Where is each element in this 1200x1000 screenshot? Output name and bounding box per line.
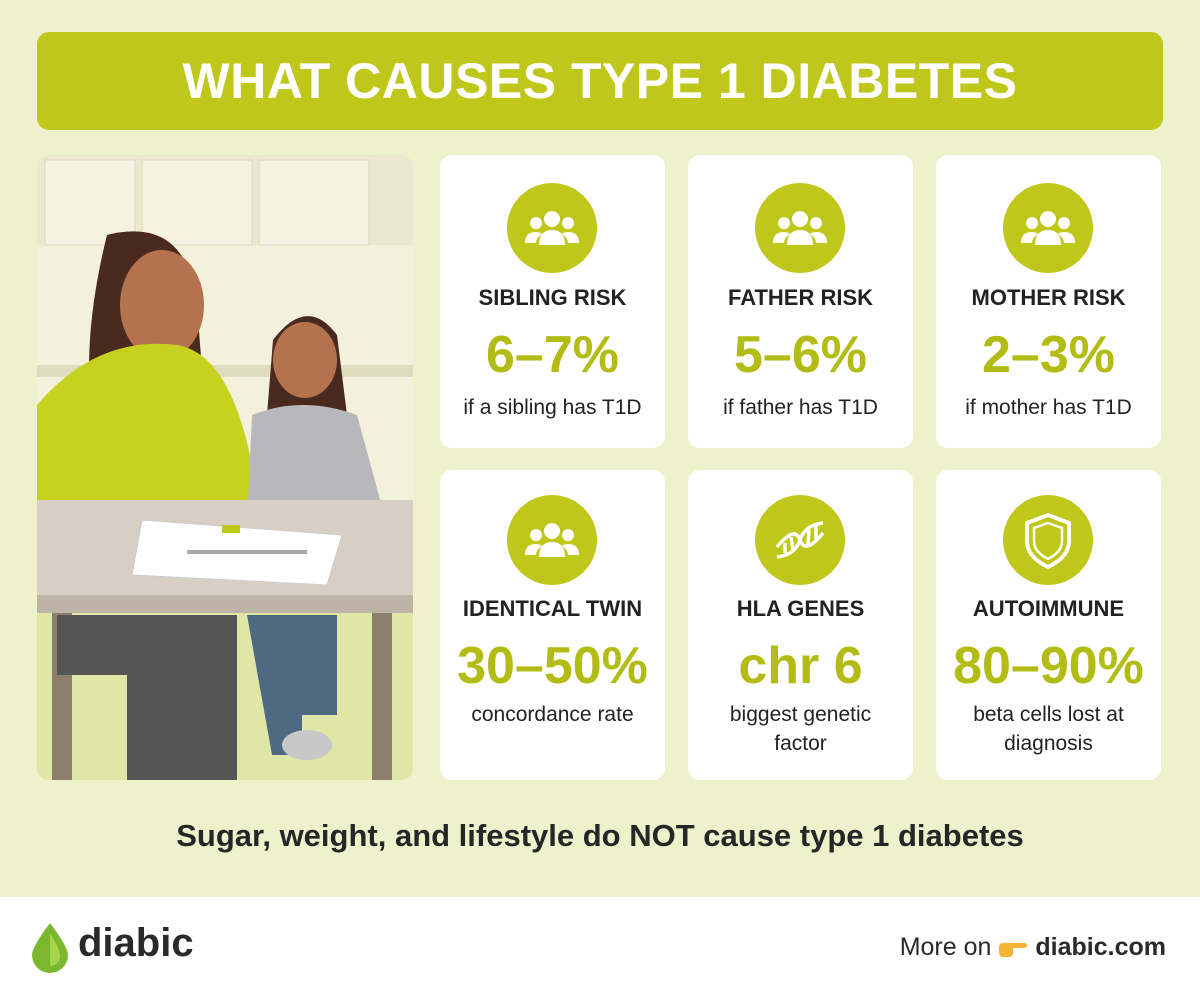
card: HLA GENES chr 6 biggest genetic factor bbox=[688, 470, 913, 780]
people-icon bbox=[1003, 183, 1093, 273]
more-link[interactable]: More on diabic.com bbox=[900, 933, 1166, 962]
card-label: FATHER RISK bbox=[727, 285, 874, 310]
card-stat: chr 6 bbox=[738, 637, 863, 695]
shield-icon bbox=[1003, 495, 1093, 585]
card-stat: 6–7% bbox=[486, 326, 619, 384]
card-stat: 30–50% bbox=[457, 637, 648, 695]
card: SIBLING RISK 6–7% if a sibling has T1D bbox=[440, 155, 665, 448]
card-stat: 2–3% bbox=[982, 326, 1115, 384]
card-stat: 5–6% bbox=[734, 326, 867, 384]
card-label: AUTOIMMUNE bbox=[972, 596, 1125, 621]
card: FATHER RISK 5–6% if father has T1D bbox=[688, 155, 913, 448]
people-icon bbox=[755, 183, 845, 273]
card-label: SIBLING RISK bbox=[478, 285, 627, 310]
illustration bbox=[37, 155, 413, 780]
title: WHAT CAUSES TYPE 1 DIABETES bbox=[37, 32, 1163, 130]
card-note: if father has T1D bbox=[723, 396, 878, 419]
brand-name: diabic bbox=[78, 921, 194, 965]
card-label: IDENTICAL TWIN bbox=[462, 596, 643, 621]
card-label: HLA GENES bbox=[736, 596, 865, 621]
people-icon bbox=[507, 183, 597, 273]
card-note: if mother has T1D bbox=[965, 396, 1132, 419]
site-link[interactable]: diabic.com bbox=[1035, 933, 1166, 961]
card: MOTHER RISK 2–3% if mother has T1D bbox=[936, 155, 1161, 448]
more-on: More on bbox=[899, 933, 992, 961]
logo-drop bbox=[32, 923, 68, 973]
pointing-hand bbox=[999, 942, 1028, 957]
card-note: if a sibling has T1D bbox=[463, 396, 642, 419]
people-icon bbox=[507, 495, 597, 585]
card: IDENTICAL TWIN 30–50% concordance rate bbox=[440, 470, 665, 780]
card-note: concordance rate bbox=[471, 703, 634, 726]
dna-icon bbox=[755, 495, 845, 585]
brand-bar: diabic More on diabic.com bbox=[0, 897, 1200, 1000]
card-note: biggest genetic factor bbox=[729, 703, 872, 755]
card-label: MOTHER RISK bbox=[971, 285, 1126, 310]
card-stat: 80–90% bbox=[953, 637, 1144, 695]
footer-note: Sugar, weight, and lifestyle do NOT caus… bbox=[176, 818, 1024, 853]
card-note: beta cells lost at diagnosis bbox=[973, 703, 1124, 755]
card: AUTOIMMUNE 80–90% beta cells lost at dia… bbox=[936, 470, 1161, 780]
